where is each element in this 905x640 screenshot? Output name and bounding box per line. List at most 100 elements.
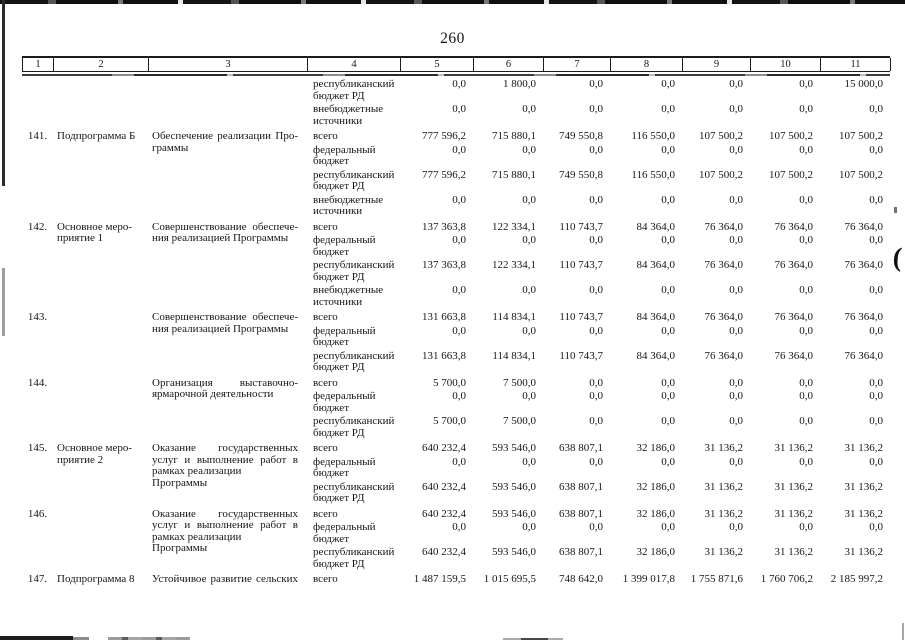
value-cell: 0,0: [452, 234, 466, 246]
value-cell: 114 834,1: [492, 349, 536, 362]
funding-source-row: всего 1 487 159,5 1 015 695,5 748 642,0 1 39…: [307, 573, 890, 586]
funding-source-label-line: бюджет: [313, 245, 349, 258]
value-cell: 76 364,0: [844, 311, 884, 323]
value-cell: 715 880,1: [492, 168, 536, 181]
funding-sources: республиканский бюджет РД 0,0 1 800,0 0,0 0,0…: [307, 78, 890, 129]
value-cell: 76 364,0: [704, 349, 744, 362]
funding-source-label: всего: [307, 220, 400, 234]
row-title: Совершенствование обеспече-ния реализаци…: [148, 311, 307, 335]
value-cell: 0,0: [799, 143, 813, 156]
header-cell-9: 9: [683, 58, 751, 71]
value-cell: 0,0: [452, 284, 466, 296]
value-cell: 593 546,0: [492, 546, 536, 558]
value-cell: 715 880,1: [492, 130, 536, 142]
row-title: Совершенствование обеспече-ния реализаци…: [148, 221, 307, 245]
funding-source-label: республиканский бюджет РД: [307, 169, 400, 193]
value-cell: 0,0: [522, 103, 536, 115]
funding-source-label: республиканский бюджет РД: [307, 259, 400, 283]
value-cell: 749 550,8: [559, 130, 603, 142]
header-cell-8: 8: [611, 58, 683, 71]
value-cell: 1 800,0: [503, 78, 536, 90]
row-title-line: услуг и выполнение работ в: [152, 519, 298, 531]
funding-source-label-line: всего: [313, 311, 338, 323]
funding-source-row: федеральный бюджет 0,0 0,0 0,0 0,0 0,0 0,0 0,0: [307, 324, 890, 349]
value-cell: 0,0: [452, 193, 466, 206]
row-group-name-line: Подпрограмма Б: [57, 130, 136, 142]
value-cell: 0,0: [452, 521, 466, 533]
funding-source-label-line: всего: [313, 220, 338, 233]
value-cell: 638 807,1: [559, 480, 603, 493]
value-cell: 131 663,8: [422, 349, 466, 362]
funding-source-label: внебюджетные источники: [307, 193, 400, 218]
value-cell: 1 015 695,5: [483, 573, 536, 585]
funding-source-label-line: федеральный: [313, 324, 376, 337]
row-group-name: Подпрограмма 8: [53, 573, 148, 586]
row-title-line: рамках реализации Программы: [152, 465, 242, 489]
value-cell: 0,0: [729, 143, 743, 156]
value-cell: 31 136,2: [844, 480, 884, 493]
value-cell: 0,0: [729, 390, 743, 402]
funding-source-row: федеральный бюджет 0,0 0,0 0,0 0,0 0,0 0,0 0,0: [307, 455, 890, 480]
funding-source-row: республиканский бюджет РД 137 363,8 122 334…: [307, 259, 890, 283]
funding-source-row: федеральный бюджет 0,0 0,0 0,0 0,0 0,0 0,0 0,0: [307, 234, 890, 258]
funding-sources: всего 5 700,0 7 500,0 0,0 0,0 0,0 0,0 0,0 федера…: [307, 376, 890, 442]
row-number: 145.: [27, 442, 48, 454]
scan-artifact-bottom-3: [503, 638, 563, 640]
row-group-name: Основное меро-приятие 2: [53, 442, 148, 466]
table-body: республиканский бюджет РД 0,0 1 800,0 0,0 0,0…: [22, 76, 890, 588]
value-cell: 7 500,0: [503, 376, 536, 389]
row-group-name-line: Подпрограмма 8: [57, 573, 135, 585]
value-cell: 76 364,0: [774, 311, 814, 323]
value-cell: 0,0: [729, 234, 743, 246]
value-cell: 0,0: [522, 455, 536, 468]
row-number: 144.: [27, 376, 48, 389]
value-cell: 0,0: [661, 376, 675, 389]
funding-source-label: республиканский бюджет РД: [307, 78, 400, 102]
row-number: 141.: [27, 130, 48, 142]
value-cell: 137 363,8: [422, 259, 466, 271]
header-cell-1: 1: [23, 58, 54, 71]
header-cell-3: 3: [149, 58, 308, 71]
funding-source-row: республиканский бюджет РД 0,0 1 800,0 0,0 0,0…: [307, 78, 890, 102]
value-cell: 0,0: [661, 324, 675, 337]
row-group-name-line: Основное меро-: [57, 442, 133, 454]
value-cell: 638 807,1: [559, 442, 603, 454]
row-title-line: Обеспечение реализации Про-: [152, 130, 298, 142]
row-title: Организация выставочно-ярмарочной деятел…: [148, 377, 307, 401]
funding-source-row: республиканский бюджет РД 640 232,4 593 546…: [307, 480, 890, 505]
value-cell: 0,0: [729, 324, 743, 337]
value-cell: 777 596,2: [422, 168, 466, 181]
funding-source-label-line: источники: [313, 205, 363, 217]
value-cell: 640 232,4: [422, 546, 466, 558]
value-cell: 76 364,0: [774, 349, 814, 362]
funding-source-row: внебюджетные источники 0,0 0,0 0,0 0,0 0,0 0,0 0…: [307, 103, 890, 127]
value-cell: 32 186,0: [636, 442, 676, 454]
funding-source-label-line: внебюджетные: [313, 193, 384, 206]
value-cell: 0,0: [799, 193, 813, 206]
value-cell: 32 186,0: [636, 480, 676, 493]
row-number: 142.: [27, 220, 48, 233]
funding-source-label: республиканский бюджет РД: [307, 350, 400, 374]
scan-artifact-bottom-1: [0, 636, 73, 640]
row-title-line: рамках реализации Программы: [152, 530, 242, 554]
value-cell: 0,0: [589, 390, 603, 402]
table-header: 1 2 3 4 5 6 7 8 9 10 11: [22, 56, 891, 72]
table-header-heavy-rule: [22, 74, 890, 76]
value-cell: 0,0: [869, 284, 883, 296]
scan-artifact-left-edge: [2, 0, 5, 186]
row-title-line: ния реализацией Программы: [152, 232, 289, 244]
funding-source-row: республиканский бюджет РД 5 700,0 7 500,0 0,…: [307, 415, 890, 439]
row-title-line: услуг и выполнение работ в: [152, 453, 298, 466]
funding-source-label-line: бюджет: [313, 467, 349, 479]
funding-source-label: внебюджетные источники: [307, 284, 400, 308]
value-cell: 0,0: [869, 103, 883, 115]
funding-source-row: федеральный бюджет 0,0 0,0 0,0 0,0 0,0 0,0 0,0: [307, 143, 890, 168]
value-cell: 0,0: [799, 234, 813, 246]
row-title: Обеспечение реализации Про-граммы: [148, 130, 307, 154]
value-cell: 0,0: [661, 78, 675, 90]
funding-sources: всего 777 596,2 715 880,1 749 550,8 116 550,…: [307, 130, 890, 220]
funding-source-label-line: источники: [313, 114, 363, 127]
funding-source-row: внебюджетные источники 0,0 0,0 0,0 0,0 0,0 0,0 0…: [307, 193, 890, 218]
value-cell: 0,0: [589, 284, 603, 296]
funding-source-label: федеральный бюджет: [307, 521, 400, 545]
